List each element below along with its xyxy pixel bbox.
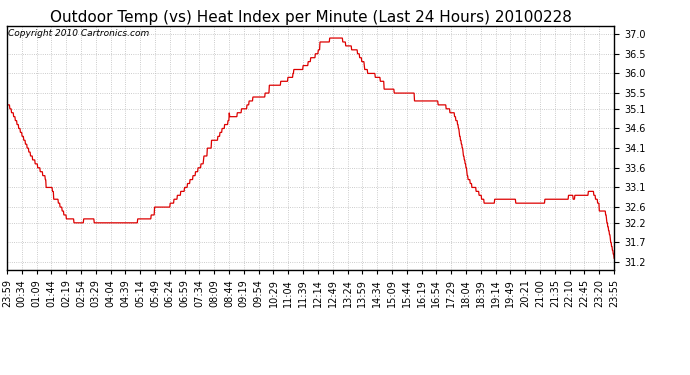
Title: Outdoor Temp (vs) Heat Index per Minute (Last 24 Hours) 20100228: Outdoor Temp (vs) Heat Index per Minute … [50, 10, 571, 25]
Text: Copyright 2010 Cartronics.com: Copyright 2010 Cartronics.com [8, 29, 149, 38]
